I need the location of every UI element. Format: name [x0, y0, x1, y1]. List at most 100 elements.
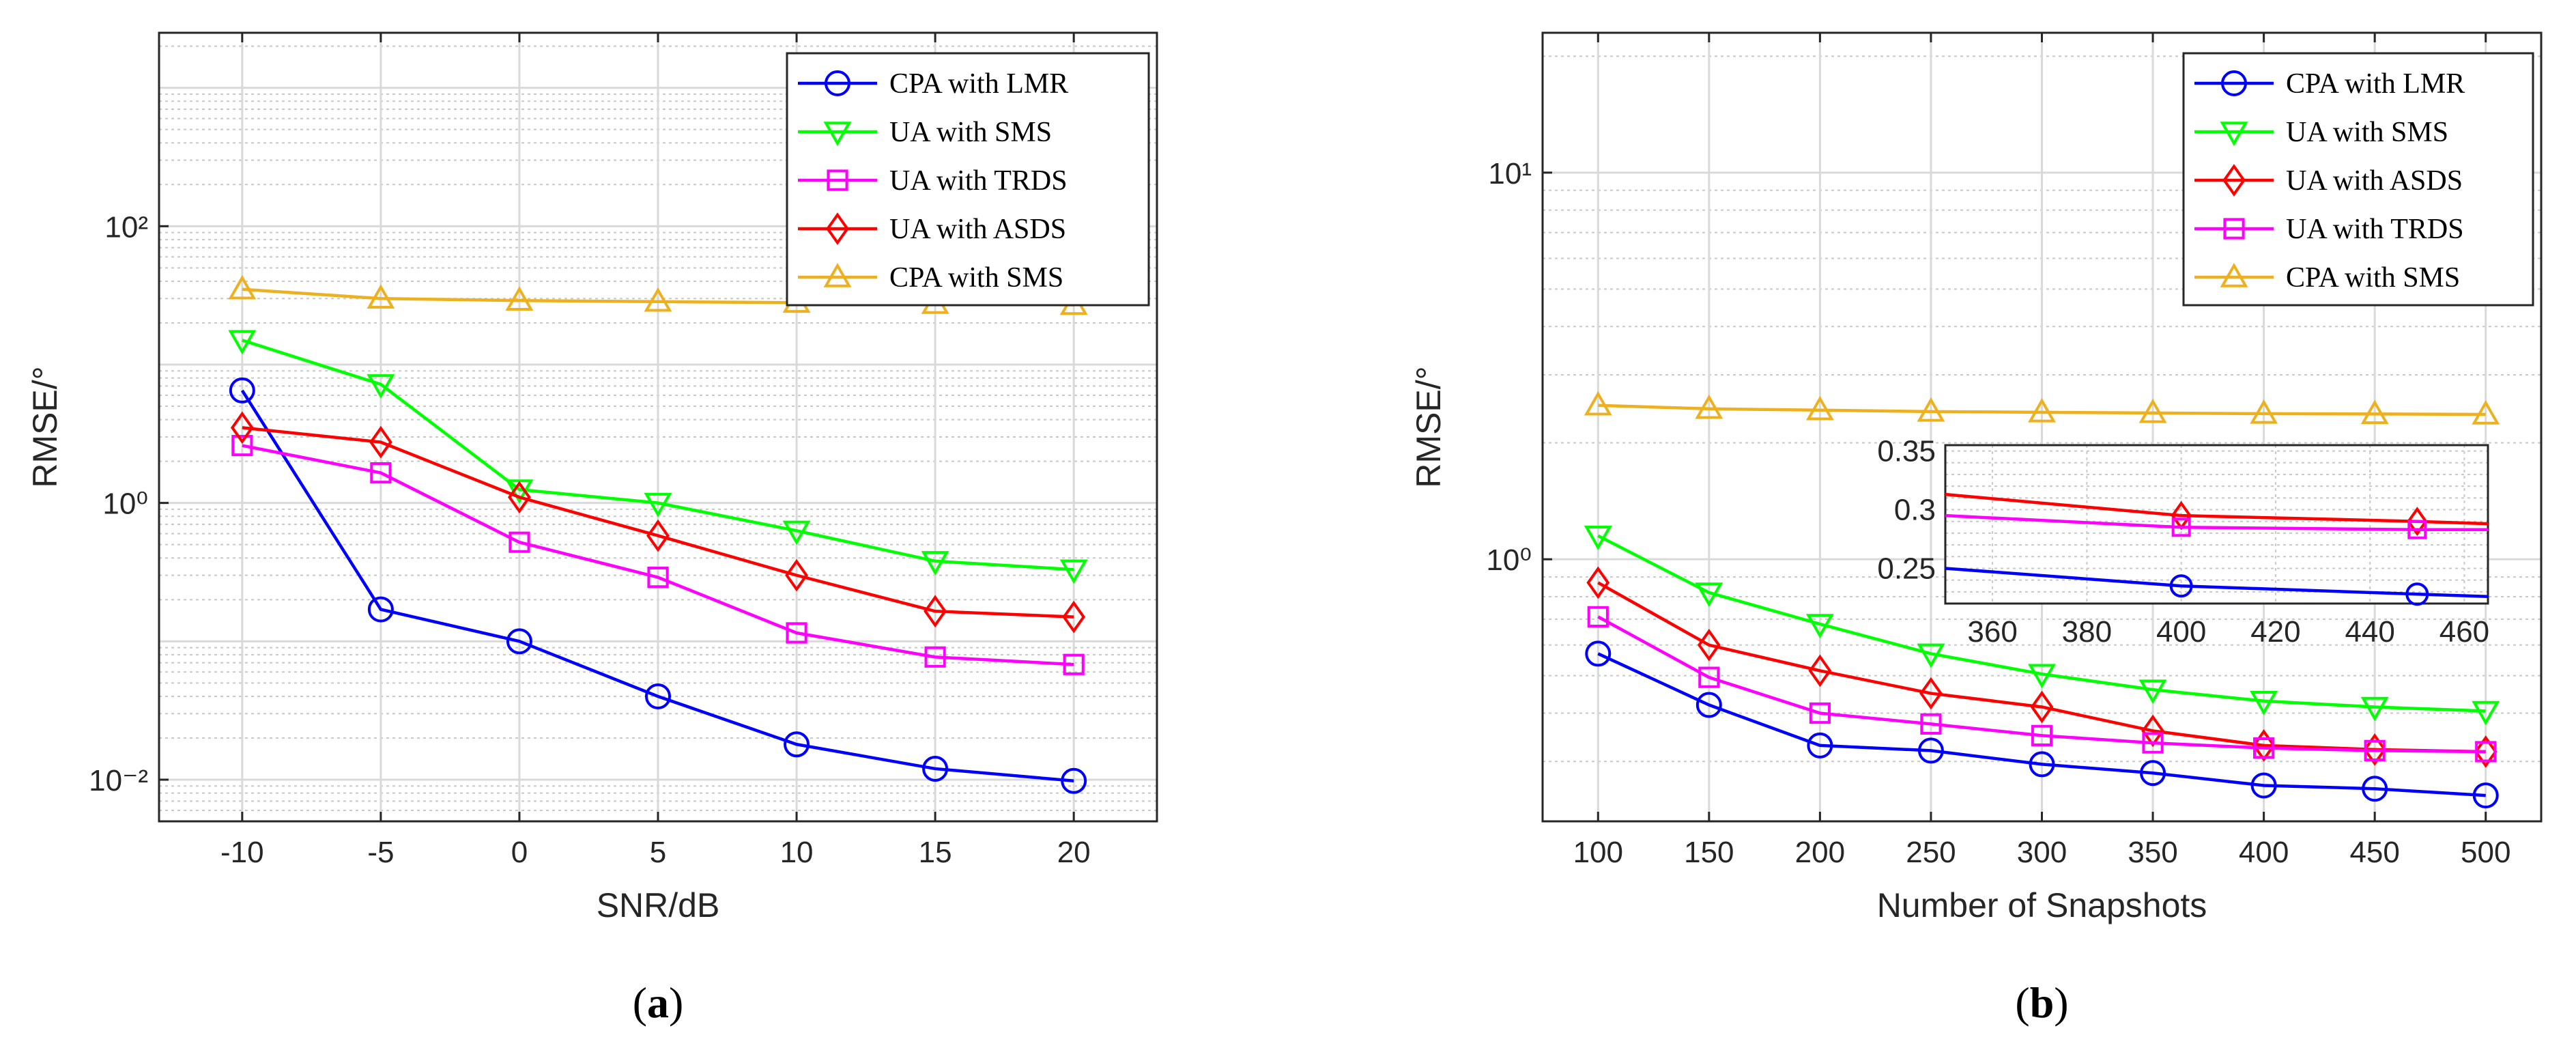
data-point [1587, 606, 1609, 627]
inset-series-1 [1945, 567, 2489, 606]
legend-entry: CPA with LMR [889, 68, 1068, 100]
data-point [1805, 395, 1834, 421]
data-point [1695, 692, 1722, 718]
x-tick-label: 250 [1906, 836, 1956, 869]
data-point [1808, 654, 1832, 688]
series-1 [1585, 640, 2499, 809]
legend-marker [2221, 70, 2247, 96]
data-point [921, 551, 949, 576]
data-point [367, 284, 395, 309]
x-tick-label: 500 [2461, 836, 2510, 869]
series-1 [229, 377, 1087, 794]
inset-data-point [2405, 582, 2429, 606]
x-tick-label: 200 [1795, 836, 1845, 869]
data-point [644, 492, 672, 518]
series-3 [231, 434, 1085, 675]
inset-y-tick-label: 0.3 [1894, 494, 1936, 527]
inset-x-tick-label: 400 [2156, 615, 2206, 649]
data-point [1698, 666, 1720, 688]
data-point [2141, 714, 2164, 748]
y-tick-label: 10² [104, 210, 148, 244]
data-point [1805, 614, 1834, 639]
data-point [2360, 696, 2389, 722]
data-point [2472, 399, 2500, 425]
data-point [1061, 767, 1087, 794]
data-point [1917, 397, 1945, 422]
series-line [240, 389, 1074, 783]
x-tick-label: 100 [1573, 836, 1623, 869]
x-axis-label: Number of Snapshots [1877, 886, 2207, 924]
x-tick-label: 5 [650, 836, 666, 869]
data-point [2138, 679, 2167, 705]
data-point [370, 462, 392, 484]
y-tick-label: 10⁰ [1486, 543, 1532, 577]
data-point [2028, 664, 2056, 689]
series-line [242, 339, 1074, 571]
data-point [228, 274, 257, 300]
x-tick-label: 15 [919, 836, 952, 869]
legend: CPA with LMR UA with SMS UA with ASDS UA wi… [2182, 52, 2534, 307]
x-tick-label: 10 [780, 836, 814, 869]
data-point [367, 374, 395, 399]
data-point [505, 286, 534, 311]
legend-marker [2223, 218, 2245, 240]
data-point [2253, 737, 2275, 759]
y-tick-label: 10⁰ [102, 487, 148, 521]
legend-entry: UA with SMS [889, 117, 1052, 148]
inset-data-point [2169, 574, 2193, 598]
series-line [1597, 615, 2486, 754]
legend-marker [2222, 164, 2246, 197]
legend-entry: UA with TRDS [889, 165, 1068, 197]
data-point [1586, 566, 1610, 599]
legend-marker [2220, 122, 2248, 147]
data-point [2252, 728, 2276, 762]
data-point [644, 287, 672, 312]
data-point [2250, 690, 2278, 716]
legend-marker [825, 70, 850, 96]
data-point [2029, 751, 2055, 778]
series-line [1598, 403, 2486, 416]
data-point [230, 411, 254, 444]
legend-entry: UA with TRDS [2286, 214, 2464, 245]
data-point [785, 558, 808, 592]
series-line [1597, 534, 2486, 713]
data-point [508, 481, 531, 514]
inset-data-point [2407, 507, 2428, 537]
data-point [2472, 782, 2499, 809]
legend-entry: CPA with SMS [889, 262, 1063, 294]
y-tick-label: 10⁻² [89, 764, 148, 797]
x-tick-label: -10 [220, 836, 264, 869]
legend-entry: UA with ASDS [2286, 165, 2463, 197]
data-point [228, 330, 257, 355]
data-point [784, 731, 810, 758]
data-point [1585, 640, 1612, 667]
data-point [786, 622, 807, 644]
data-point [1919, 677, 1943, 710]
inset-data-point [2407, 520, 2427, 539]
inset-x-tick-label: 380 [2062, 615, 2112, 649]
inset-series-line [1945, 513, 2488, 531]
data-point [506, 628, 532, 655]
data-point [2475, 741, 2497, 763]
legend: CPA with LMR UA with SMS UA with TRDS UA wi… [786, 52, 1150, 307]
data-point [509, 531, 530, 553]
x-tick-label: 20 [1057, 836, 1091, 869]
data-point [229, 377, 255, 403]
data-point [646, 519, 670, 552]
legend-entry: UA with ASDS [889, 214, 1066, 245]
data-point [367, 596, 394, 623]
data-point [2474, 735, 2498, 768]
panel-caption: (b) [2015, 978, 2068, 1027]
data-point [369, 425, 392, 459]
inset-y-tick-label: 0.25 [1877, 552, 1936, 585]
data-point [2030, 690, 2054, 724]
legend-marker [827, 169, 848, 191]
series-4 [230, 411, 1086, 634]
data-point [1809, 702, 1831, 724]
legend-entry: UA with SMS [2286, 117, 2448, 148]
data-point [2472, 700, 2500, 726]
series-line [1597, 652, 2486, 797]
data-point [1917, 643, 1945, 668]
series-3 [1586, 566, 2498, 768]
data-point [922, 755, 949, 782]
